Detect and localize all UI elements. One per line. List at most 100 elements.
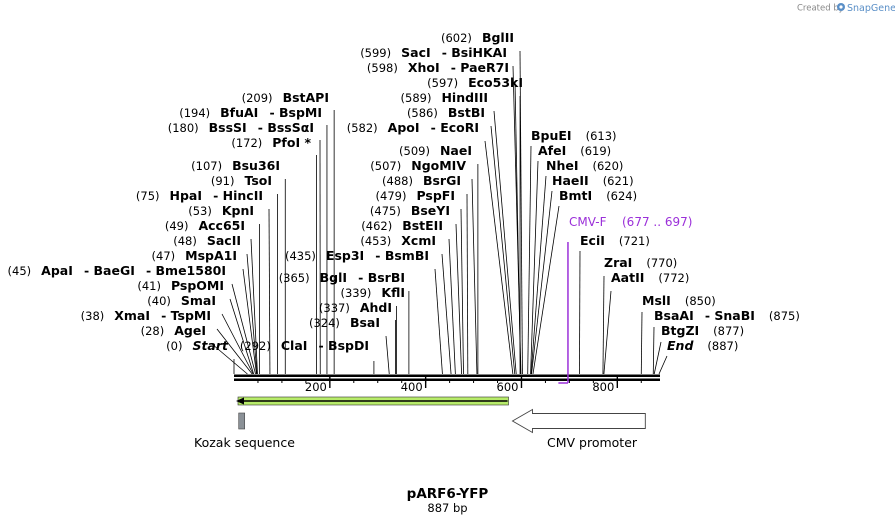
site-label: (599) SacI - BsiHKAI — [360, 42, 507, 61]
primer-cmv-f[interactable]: CMV-F (677 .. 697) — [558, 215, 692, 384]
site-position: (49) — [165, 219, 189, 233]
enzyme-name: BspMI — [279, 105, 322, 120]
site-smai[interactable]: (40) SmaI — [147, 293, 254, 375]
site-label: BmtI (624) — [559, 188, 637, 203]
site-position: (41) — [137, 279, 161, 293]
site-position: (324) — [309, 316, 340, 330]
site-position: (107) — [191, 159, 222, 173]
site-xmai[interactable]: (38) XmaI - TspMI — [81, 305, 253, 375]
site-bmti[interactable]: BmtI (624) — [532, 188, 637, 375]
site-position: (721) — [619, 234, 650, 248]
enzyme-name: HpaI — [170, 188, 203, 203]
site-position: (47) — [152, 249, 176, 263]
site-label: (602) BglII — [441, 30, 514, 45]
site-naei[interactable]: (509) NaeI — [399, 143, 479, 374]
site-position: (194) — [179, 106, 210, 120]
site-label: (292) ClaI - BspDI — [240, 335, 369, 354]
site-xcmi[interactable]: (453) XcmI — [360, 233, 452, 375]
site-clai[interactable]: (292) ClaI - BspDI — [240, 335, 375, 374]
site-bgli[interactable]: (365) BglI - BsrBI — [279, 267, 410, 374]
site-label: (586) BstBI — [407, 105, 485, 120]
site-start[interactable]: (0) Start — [166, 338, 235, 374]
site-apai[interactable]: (45) ApaI - BaeGI - Bme1580I — [8, 260, 256, 375]
site-label: End (887) — [667, 338, 738, 353]
enzyme-name: HindIII — [441, 90, 488, 105]
site-bsai[interactable]: (324) BsaI — [309, 315, 390, 375]
site-position: (45) — [8, 264, 32, 278]
site-pspomi[interactable]: (41) PspOMI — [137, 278, 255, 375]
primer-range: (677 .. 697) — [622, 215, 692, 229]
enzyme-name: TspMI — [171, 308, 211, 323]
site-pfoi[interactable]: (172) PfoI * — [231, 135, 317, 374]
site-zrai[interactable]: ZraI (770) — [602, 255, 677, 375]
site-position: (613) — [586, 129, 617, 143]
site-position: (509) — [399, 144, 430, 158]
site-tsoi[interactable]: (91) TsoI — [211, 173, 279, 374]
site-pspfi[interactable]: (479) PspFI — [376, 188, 464, 375]
site-label: BpuEI (613) — [531, 128, 617, 143]
enzyme-name: BssSI — [209, 120, 247, 135]
orf-arrow[interactable] — [236, 396, 509, 406]
feature-cmv-promoter[interactable]: CMV promoter — [511, 408, 646, 451]
site-hindiii[interactable]: (589) HindIII — [401, 90, 517, 375]
site-position: (602) — [441, 31, 472, 45]
site-saci[interactable]: (599) SacI - BsiHKAI — [360, 42, 522, 375]
site-btgzi[interactable]: BtgZI (877) — [653, 323, 744, 375]
site-bstapi[interactable]: (209) BstAPI — [242, 90, 335, 374]
site-position: (621) — [603, 174, 634, 188]
site-position: (28) — [141, 324, 165, 338]
site-xhoi[interactable]: (598) XhoI - PaeR7I — [367, 57, 521, 375]
site-leader — [242, 268, 257, 375]
enzyme-name: BpuEI — [531, 128, 572, 143]
site-kpni[interactable]: (53) KpnI — [188, 203, 260, 374]
enzyme-name: EciI — [580, 233, 605, 248]
site-label: BsaAI - SnaBI (875) — [654, 305, 800, 324]
site-bsu36i[interactable]: (107) Bsu36I — [191, 158, 286, 374]
feature-kozak-sequence[interactable]: Kozak sequence — [194, 412, 295, 450]
site-bglii[interactable]: (602) BglII — [441, 30, 523, 375]
site-bsrgi[interactable]: (488) BsrGI — [382, 173, 469, 375]
site-aatii[interactable]: AatII (772) — [603, 270, 689, 375]
site-hpai[interactable]: (75) HpaI - HincII — [136, 185, 271, 375]
site-label: AfeI (619) — [538, 143, 611, 158]
site-end[interactable]: End (887) — [658, 338, 738, 375]
enzyme-name: BglII — [482, 30, 514, 45]
site-position: (48) — [173, 234, 197, 248]
site-leader — [653, 341, 662, 375]
site-bsssi[interactable]: (180) BssSI - BssSαI — [168, 117, 321, 375]
site-label: (49) Acc65I — [165, 218, 245, 233]
site-position: (586) — [407, 106, 438, 120]
site-label: (40) SmaI — [147, 293, 216, 308]
site-ahdi[interactable]: (337) AhdI — [319, 300, 396, 374]
site-bpuei[interactable]: BpuEI (613) — [527, 128, 617, 375]
site-kfli[interactable]: (339) KflI — [340, 285, 405, 374]
enzyme-name: PspFI — [416, 188, 455, 203]
site-mspa1i[interactable]: (47) MspA1I — [152, 248, 257, 375]
site-leader — [603, 290, 612, 375]
site-ngomiv[interactable]: (507) NgoMIV — [370, 158, 478, 375]
site-leader — [484, 140, 514, 375]
site-bstbi[interactable]: (586) BstBI — [407, 105, 516, 375]
site-sacii[interactable]: (48) SacII — [173, 233, 258, 375]
site-position: (479) — [376, 189, 407, 203]
site-label: (582) ApoI - EcoRI — [347, 117, 479, 136]
site-haeii[interactable]: HaeII (621) — [531, 173, 634, 375]
site-apoi[interactable]: (582) ApoI - EcoRI — [347, 117, 514, 375]
enzyme-name: Acc65I — [198, 218, 245, 233]
enzyme-name: SmaI — [181, 293, 216, 308]
site-bsteii[interactable]: (462) BstEII — [361, 218, 456, 375]
site-bfuai[interactable]: (194) BfuAI - BspMI — [179, 102, 328, 374]
enzyme-name: KpnI — [222, 203, 254, 218]
site-bseyi[interactable]: (475) BseYI — [370, 203, 462, 375]
site-nhei[interactable]: NheI (620) — [530, 158, 623, 375]
site-bsaai[interactable]: BsaAI - SnaBI (875) — [652, 305, 800, 375]
site-agei[interactable]: (28) AgeI — [141, 323, 248, 375]
site-esp3i[interactable]: (435) Esp3I - BsmBI — [285, 245, 443, 375]
site-afei[interactable]: AfeI (619) — [530, 143, 612, 375]
site-msli[interactable]: MslI (850) — [640, 293, 716, 375]
site-ecii[interactable]: EciI (721) — [579, 233, 650, 375]
site-label: EciI (721) — [580, 233, 650, 248]
site-acc65i[interactable]: (49) Acc65I — [165, 218, 258, 375]
site-eco53ki[interactable]: (597) Eco53kI — [427, 75, 523, 374]
site-position: (40) — [147, 294, 171, 308]
